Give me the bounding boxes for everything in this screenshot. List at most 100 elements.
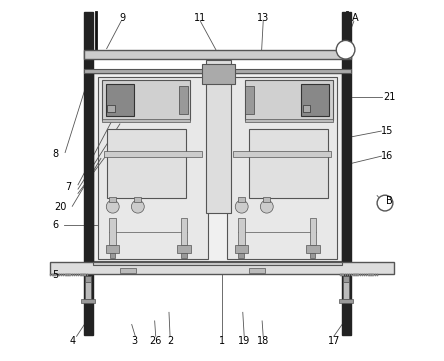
Bar bbox=[102, 80, 190, 119]
Text: A: A bbox=[352, 13, 359, 22]
Bar bbox=[227, 77, 337, 259]
Circle shape bbox=[106, 200, 119, 213]
Bar bbox=[109, 218, 115, 245]
Bar bbox=[84, 50, 351, 59]
Bar bbox=[366, 274, 368, 276]
Bar bbox=[134, 197, 141, 202]
Bar bbox=[84, 274, 86, 276]
Text: 9: 9 bbox=[119, 13, 126, 22]
Bar bbox=[177, 245, 191, 253]
Bar bbox=[80, 274, 82, 276]
Bar bbox=[347, 274, 348, 276]
Text: 17: 17 bbox=[328, 336, 340, 346]
Bar bbox=[249, 129, 328, 199]
Bar bbox=[310, 252, 316, 258]
Text: B: B bbox=[386, 196, 393, 206]
Bar bbox=[303, 105, 310, 112]
Bar bbox=[360, 274, 361, 276]
Bar bbox=[351, 274, 353, 276]
Bar bbox=[78, 274, 79, 276]
Text: 7: 7 bbox=[66, 182, 72, 192]
Text: 13: 13 bbox=[257, 13, 270, 22]
Bar bbox=[76, 274, 77, 276]
Circle shape bbox=[131, 200, 144, 213]
Bar bbox=[104, 152, 202, 157]
Bar bbox=[181, 218, 187, 245]
Bar bbox=[375, 274, 376, 276]
Bar bbox=[74, 274, 75, 276]
Bar bbox=[110, 252, 115, 258]
Text: 18: 18 bbox=[257, 336, 270, 346]
Bar bbox=[310, 218, 316, 245]
Bar bbox=[85, 282, 91, 299]
Text: 26: 26 bbox=[150, 336, 162, 346]
Text: 11: 11 bbox=[194, 13, 206, 22]
Bar bbox=[71, 274, 73, 276]
Bar bbox=[50, 274, 52, 276]
Bar bbox=[102, 119, 190, 122]
Bar bbox=[238, 252, 244, 258]
Bar bbox=[67, 274, 69, 276]
Bar bbox=[206, 61, 231, 213]
Bar bbox=[355, 274, 357, 276]
Text: 5: 5 bbox=[52, 270, 59, 280]
Text: 4: 4 bbox=[69, 336, 75, 346]
Text: 1: 1 bbox=[219, 336, 225, 346]
Bar bbox=[84, 69, 351, 73]
Bar bbox=[370, 274, 372, 276]
Text: 6: 6 bbox=[52, 219, 59, 230]
Circle shape bbox=[336, 40, 355, 59]
Bar bbox=[362, 274, 363, 276]
Bar bbox=[50, 262, 394, 274]
Bar bbox=[340, 274, 341, 276]
Text: 15: 15 bbox=[381, 126, 394, 136]
Bar bbox=[85, 276, 91, 282]
Bar bbox=[99, 77, 208, 259]
Bar bbox=[120, 268, 136, 273]
Bar bbox=[343, 276, 349, 282]
Bar bbox=[59, 274, 60, 276]
Bar bbox=[373, 274, 374, 276]
Text: 3: 3 bbox=[131, 336, 137, 346]
Bar bbox=[56, 274, 58, 276]
Bar bbox=[106, 245, 119, 253]
Bar bbox=[84, 12, 93, 335]
Bar bbox=[52, 274, 54, 276]
Text: 16: 16 bbox=[381, 151, 394, 161]
Bar bbox=[106, 84, 134, 116]
Bar bbox=[54, 274, 56, 276]
Bar bbox=[81, 299, 95, 303]
Bar bbox=[349, 274, 350, 276]
Text: 19: 19 bbox=[238, 336, 250, 346]
Bar bbox=[357, 274, 359, 276]
Bar bbox=[238, 197, 245, 202]
Bar bbox=[61, 274, 62, 276]
Bar bbox=[107, 105, 115, 112]
Bar bbox=[82, 274, 84, 276]
Bar bbox=[364, 274, 365, 276]
Text: 2: 2 bbox=[167, 336, 173, 346]
Circle shape bbox=[377, 195, 393, 211]
Bar bbox=[263, 197, 270, 202]
Bar bbox=[306, 245, 320, 253]
Bar bbox=[63, 274, 64, 276]
Bar bbox=[353, 274, 355, 276]
Bar bbox=[301, 84, 329, 116]
Bar bbox=[87, 274, 88, 276]
Text: 20: 20 bbox=[54, 202, 66, 212]
Bar bbox=[342, 274, 344, 276]
Circle shape bbox=[235, 200, 248, 213]
Bar bbox=[345, 274, 346, 276]
Bar bbox=[179, 86, 188, 114]
Bar bbox=[343, 282, 349, 299]
Bar bbox=[245, 119, 333, 122]
Bar bbox=[181, 252, 186, 258]
Bar bbox=[234, 245, 248, 253]
Bar bbox=[233, 152, 331, 157]
Bar bbox=[93, 73, 342, 263]
Bar bbox=[202, 64, 235, 84]
Circle shape bbox=[260, 200, 273, 213]
Text: 8: 8 bbox=[52, 149, 59, 158]
Bar bbox=[109, 197, 116, 202]
Bar bbox=[368, 274, 369, 276]
